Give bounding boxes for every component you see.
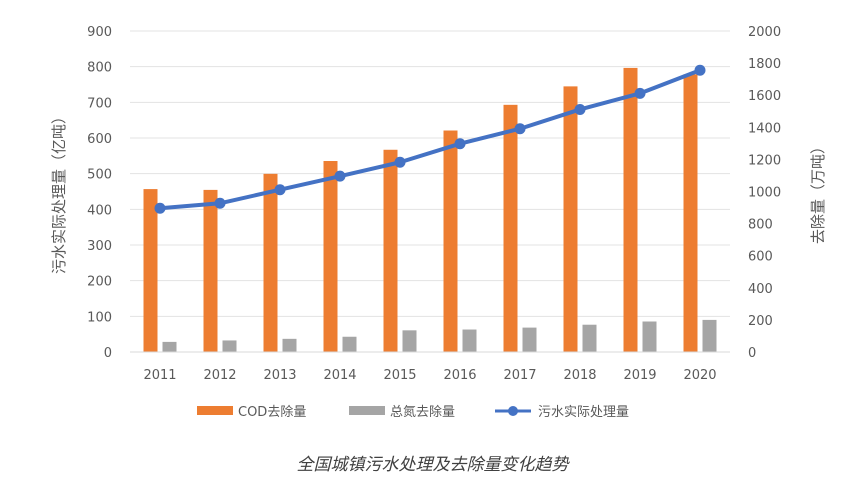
bar-total-nitrogen-removal: [402, 330, 417, 352]
left-tick-label: 100: [87, 310, 112, 325]
legend-swatch-marker: [508, 406, 518, 416]
right-tick-label: 0: [748, 346, 756, 361]
x-tick-label: 2019: [623, 368, 656, 383]
line-point: [454, 138, 466, 150]
left-axis-title: 污水实际处理量（亿吨）: [50, 109, 68, 274]
bar-total-nitrogen-removal: [342, 336, 357, 352]
left-tick-label: 800: [87, 61, 112, 76]
left-tick-label: 300: [87, 239, 112, 254]
x-tick-label: 2013: [263, 368, 296, 383]
right-tick-label: 200: [748, 314, 773, 329]
right-tick-label: 1800: [748, 57, 781, 72]
legend-swatch: [349, 406, 385, 415]
bar-cod-removal: [203, 189, 218, 352]
right-tick-label: 1400: [748, 121, 781, 136]
x-tick-label: 2016: [443, 368, 476, 383]
legend-swatch: [197, 406, 233, 415]
bar-total-nitrogen-removal: [282, 338, 297, 352]
legend-label: COD去除量: [238, 405, 306, 420]
line-point: [394, 156, 406, 168]
left-tick-label: 600: [87, 132, 112, 147]
bar-cod-removal: [683, 74, 698, 353]
x-tick-label: 2017: [503, 368, 536, 383]
left-tick-label: 400: [87, 203, 112, 218]
bar-total-nitrogen-removal: [582, 324, 597, 352]
x-tick-label: 2018: [563, 368, 596, 383]
line-point: [574, 103, 586, 115]
bar-cod-removal: [263, 173, 278, 352]
bar-cod-removal: [443, 130, 458, 352]
right-tick-label: 1000: [748, 186, 781, 201]
right-tick-label: 800: [748, 218, 773, 233]
legend: COD去除量 总氮去除量 污水实际处理量: [197, 405, 629, 420]
x-tick-label: 2011: [143, 368, 176, 383]
bar-total-nitrogen-removal: [462, 329, 477, 352]
right-tick-label: 400: [748, 282, 773, 297]
line-point: [694, 64, 706, 76]
bar-total-nitrogen-removal: [702, 319, 717, 352]
right-axis-ticks: 0 200 400 600 800 1000 1200 1400 1600 1800 2000: [748, 25, 781, 361]
legend-label: 污水实际处理量: [538, 405, 629, 420]
left-tick-label: 500: [87, 168, 112, 183]
bar-cod-removal: [383, 149, 398, 352]
line-point: [334, 170, 346, 182]
line-point: [514, 123, 526, 135]
x-tick-label: 2014: [323, 368, 356, 383]
x-tick-label: 2015: [383, 368, 416, 383]
right-tick-label: 1200: [748, 153, 781, 168]
bar-cod-removal: [563, 86, 578, 352]
line-point: [154, 202, 166, 214]
bar-cod-removal: [623, 67, 638, 352]
bar-total-nitrogen-removal: [222, 340, 237, 352]
bar-total-nitrogen-removal: [162, 341, 177, 352]
bar-marks: [143, 67, 717, 353]
line-point: [274, 184, 286, 196]
x-axis-ticks: 2011 2012 2013 2014 2015 2016 2017 2018 2019 2020: [143, 368, 716, 383]
left-axis-ticks: 0 100 200 300 400 500 600 700 800 900: [87, 25, 112, 361]
gridlines: [130, 30, 730, 317]
right-axis-title: 去除量（万吨）: [809, 139, 827, 244]
x-tick-label: 2020: [683, 368, 716, 383]
line-point: [634, 87, 646, 99]
left-tick-label: 700: [87, 96, 112, 111]
bar-cod-removal: [143, 189, 158, 352]
bar-cod-removal: [323, 161, 338, 352]
line-wastewater-treated: [159, 68, 701, 211]
left-tick-label: 900: [87, 25, 112, 40]
right-tick-label: 1600: [748, 89, 781, 104]
left-tick-label: 200: [87, 275, 112, 290]
right-tick-label: 2000: [748, 25, 781, 40]
legend-label: 总氮去除量: [390, 405, 455, 420]
chart-caption: 全国城镇污水处理及去除量变化趋势: [296, 455, 569, 475]
bar-cod-removal: [503, 104, 518, 352]
line-point: [214, 197, 226, 209]
left-tick-label: 0: [104, 346, 112, 361]
bar-total-nitrogen-removal: [642, 321, 657, 352]
x-tick-label: 2012: [203, 368, 236, 383]
bar-total-nitrogen-removal: [522, 327, 537, 352]
right-tick-label: 600: [748, 250, 773, 265]
line-series: [154, 64, 706, 214]
